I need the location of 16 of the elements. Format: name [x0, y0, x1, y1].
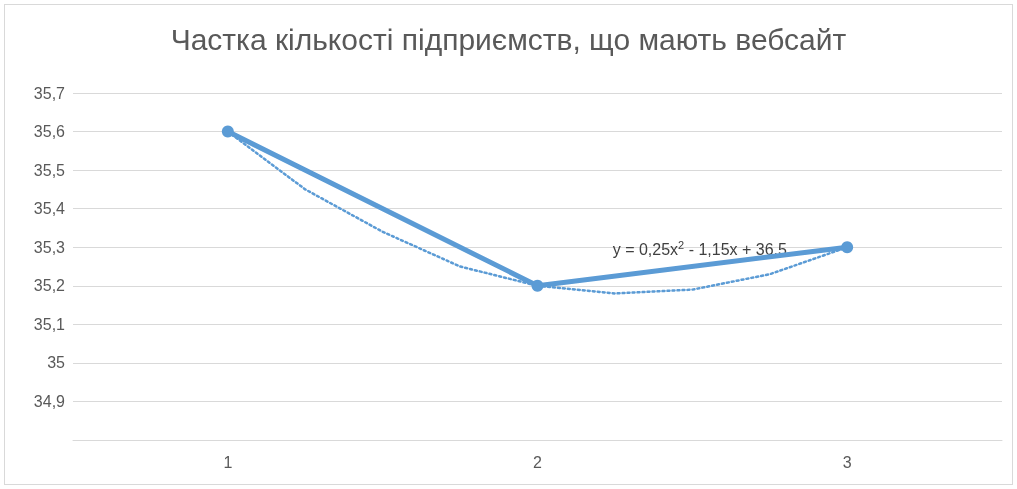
chart-title: Частка кількості підприємств, що мають вебсайт: [170, 22, 847, 56]
point: [221, 125, 234, 138]
y-tick-label: 35,1: [33, 315, 66, 333]
point: [531, 279, 544, 292]
y-tick-label: 35,4: [33, 200, 66, 218]
y-tick-label: 34,9: [33, 392, 66, 410]
x-tick-label: 2: [533, 453, 543, 471]
y-tick-label: 35,5: [33, 161, 66, 179]
y-tick-label: 35,7: [33, 84, 66, 102]
y-tick-label: 35,3: [33, 238, 66, 256]
y-tick-label: 35: [47, 354, 66, 372]
y-tick-label: 35,2: [33, 277, 66, 295]
x-tick-label: 1: [223, 453, 233, 471]
y-tick-label: 35,6: [33, 123, 66, 141]
x-tick-label: 3: [842, 453, 852, 471]
point: [841, 241, 854, 254]
